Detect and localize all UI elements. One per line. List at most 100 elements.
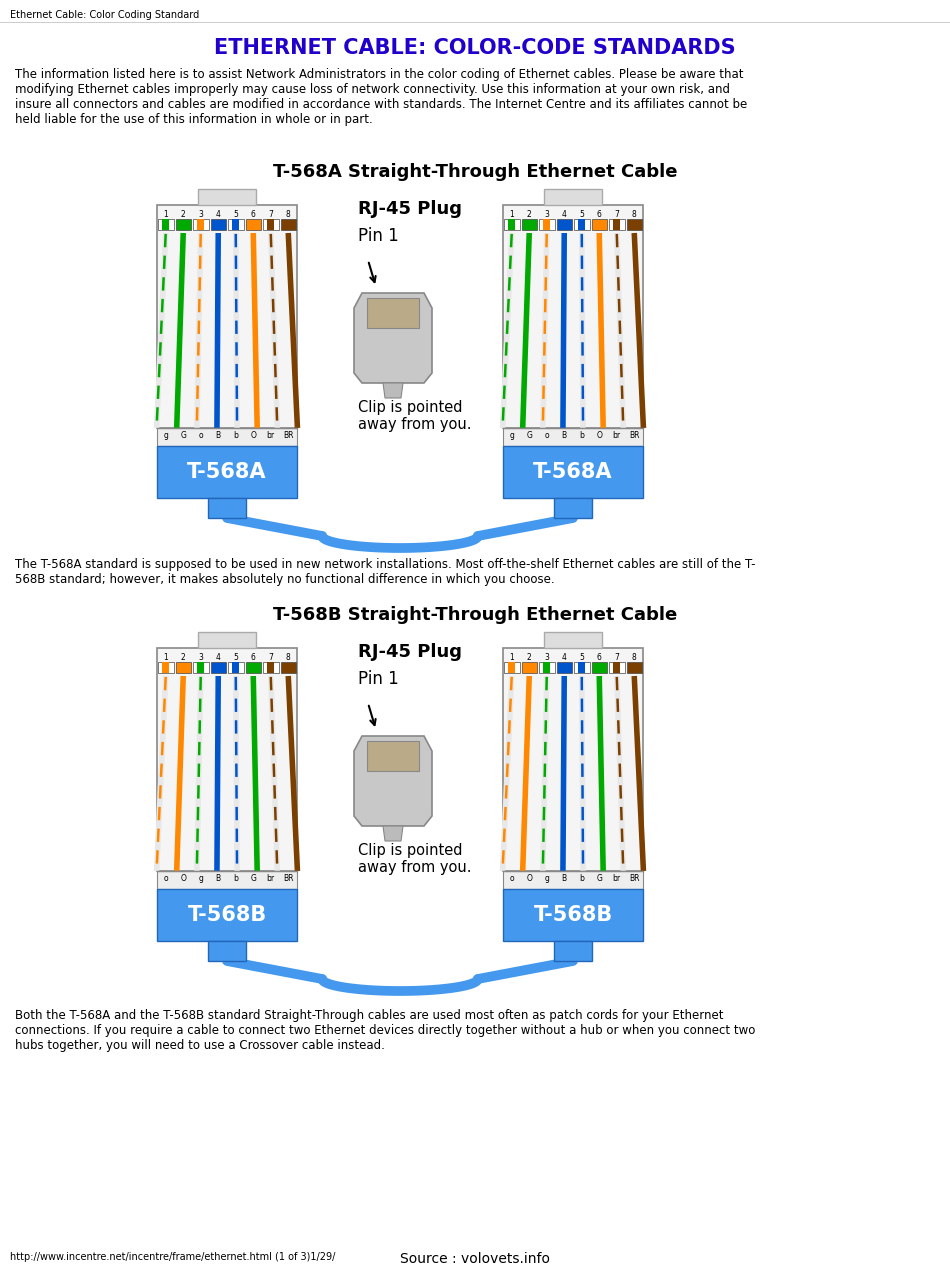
Bar [211,219,226,231]
Text: ETHERNET CABLE: COLOR-CODE STANDARDS: ETHERNET CABLE: COLOR-CODE STANDARDS [214,38,736,58]
Bar [543,219,550,231]
Text: g: g [163,431,168,440]
Text: B: B [561,874,567,883]
Text: BR: BR [629,431,639,440]
Text: 4: 4 [216,653,220,661]
Bar [157,205,297,428]
Bar [614,219,620,231]
Bar [280,219,296,231]
Bar [539,219,555,231]
Bar [557,661,572,673]
Bar [267,661,275,673]
Bar [157,870,297,889]
Bar [544,189,602,205]
Bar [263,661,278,673]
Text: O: O [180,874,186,883]
Bar [193,219,208,231]
Bar [503,870,643,889]
Text: 8: 8 [632,653,636,661]
Bar [503,205,643,428]
Text: 7: 7 [615,210,619,219]
Text: o: o [544,431,549,440]
Text: T-568A: T-568A [187,462,267,481]
Text: g: g [544,874,549,883]
Bar [592,661,607,673]
Text: 5: 5 [234,653,238,661]
Text: 6: 6 [251,210,256,219]
Bar [609,219,624,231]
Text: o: o [199,431,203,440]
Bar [503,647,643,870]
Text: T-568B: T-568B [187,905,267,925]
Bar [626,661,642,673]
Bar [263,219,278,231]
Bar [267,219,275,231]
Text: g: g [199,874,203,883]
Bar [208,941,246,960]
Text: o: o [509,874,514,883]
Text: 4: 4 [561,653,567,661]
Bar [158,219,174,231]
Bar [503,446,643,498]
Polygon shape [367,298,419,328]
Text: 2: 2 [527,653,532,661]
Text: 7: 7 [268,653,274,661]
Text: br: br [267,431,275,440]
Bar [614,661,620,673]
Text: BR: BR [283,874,294,883]
Text: 3: 3 [544,653,549,661]
Polygon shape [354,293,432,383]
Bar [198,189,256,205]
Bar [504,661,520,673]
Bar [157,889,297,941]
Bar [504,219,520,231]
Text: Source : volovets.info: Source : volovets.info [400,1252,550,1266]
Bar [579,661,585,673]
Text: b: b [234,874,238,883]
Text: 4: 4 [561,210,567,219]
Bar [157,428,297,446]
Text: 6: 6 [251,653,256,661]
Bar [503,428,643,446]
Text: O: O [597,431,602,440]
Text: 3: 3 [544,210,549,219]
Text: 3: 3 [199,210,203,219]
Bar [198,219,204,231]
Text: G: G [526,431,532,440]
Text: The information listed here is to assist Network Administrators in the color cod: The information listed here is to assist… [15,68,748,125]
Text: T-568A: T-568A [533,462,613,481]
Bar [198,632,256,647]
Bar [245,661,261,673]
Polygon shape [367,741,419,772]
Text: G: G [180,431,186,440]
Text: 7: 7 [615,653,619,661]
Bar [233,219,239,231]
Bar [193,661,208,673]
Bar [228,219,243,231]
Bar [158,661,174,673]
Text: 1: 1 [163,653,168,661]
Text: Both the T-568A and the T-568B standard Straight-Through cables are used most of: Both the T-568A and the T-568B standard … [15,1009,755,1052]
Bar [557,219,572,231]
Text: Ethernet Cable: Color Coding Standard: Ethernet Cable: Color Coding Standard [10,10,199,20]
Bar [554,941,592,960]
Bar [176,219,191,231]
Bar [544,632,602,647]
Text: b: b [580,874,584,883]
Bar [280,661,296,673]
Text: Clip is pointed
away from you.: Clip is pointed away from you. [358,400,471,432]
Text: br: br [613,874,620,883]
Bar [508,661,515,673]
Text: 2: 2 [527,210,532,219]
Text: O: O [250,431,256,440]
Text: Pin 1: Pin 1 [358,670,399,688]
Bar [157,647,297,870]
Text: G: G [250,874,256,883]
Text: 8: 8 [632,210,636,219]
Bar [157,446,297,498]
Text: 2: 2 [180,653,185,661]
Text: Pin 1: Pin 1 [358,227,399,245]
Text: BR: BR [283,431,294,440]
Bar [228,661,243,673]
Bar [211,661,226,673]
